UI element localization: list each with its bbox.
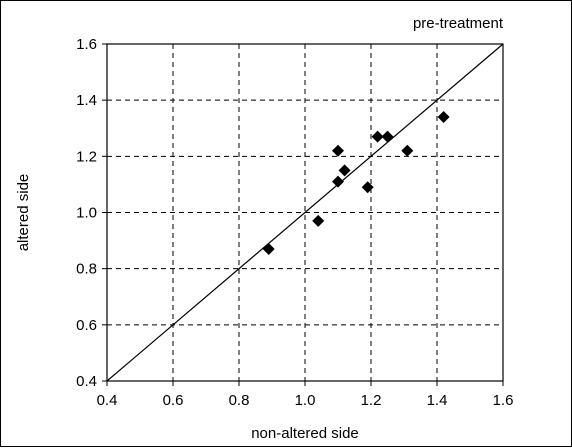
x-axis-label: non-altered side [251,425,359,442]
y-tick-label: 1.0 [76,205,97,222]
x-tick-label: 1.6 [493,392,514,409]
x-tick-label: 1.0 [295,392,316,409]
data-point [381,130,394,143]
y-tick-label: 0.4 [76,373,97,390]
data-point [338,164,351,177]
x-axis-ticks: 0.4 0.6 0.8 1.0 1.2 1.4 1.6 [97,381,514,409]
y-axis-ticks: 0.4 0.6 0.8 1.0 1.2 1.4 1.6 [76,36,107,390]
x-tick-label: 1.4 [427,392,448,409]
identity-line [106,43,504,382]
data-point [361,181,374,194]
y-tick-label: 1.6 [76,36,97,53]
data-point [401,144,414,157]
y-tick-label: 1.2 [76,148,97,165]
x-tick-label: 0.4 [97,392,118,409]
y-tick-label: 1.4 [76,92,97,109]
data-point [332,175,344,188]
data-point [332,144,344,157]
y-tick-label: 0.6 [76,317,97,334]
x-tick-label: 0.6 [163,392,184,409]
y-tick-label: 0.8 [76,261,97,278]
data-point [312,214,325,227]
data-points [262,111,450,256]
chart-title: pre-treatment [413,15,504,32]
x-tick-label: 0.8 [229,392,250,409]
data-point [437,111,450,124]
data-point [371,130,384,143]
data-point [262,243,275,256]
x-tick-label: 1.2 [361,392,382,409]
y-axis-label: altered side [15,174,32,252]
